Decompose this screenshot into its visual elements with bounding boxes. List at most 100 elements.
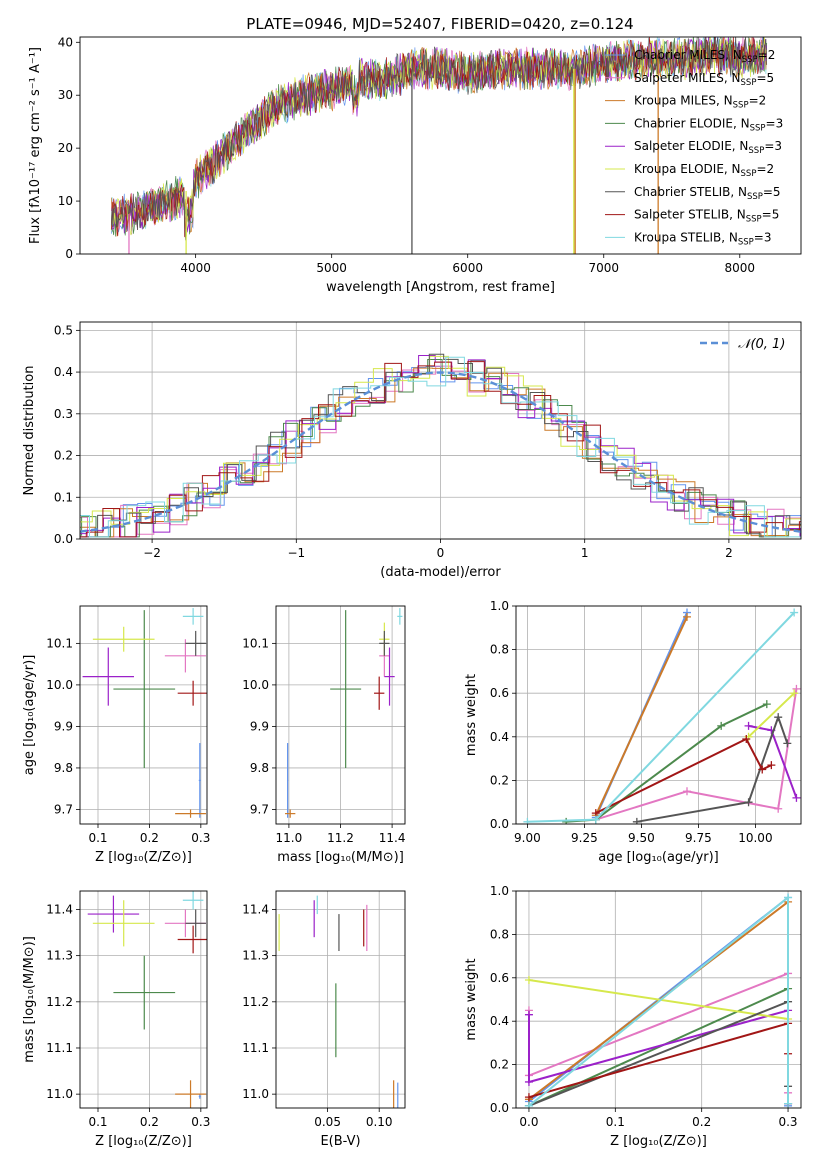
y-tick-label: 11.3 xyxy=(46,949,73,963)
figure-title: PLATE=0946, MJD=52407, FIBERID=0420, z=0… xyxy=(246,15,633,33)
y-tick-label: 11.3 xyxy=(242,949,269,963)
x-axis-label: wavelength [Angstrom, rest frame] xyxy=(326,280,555,295)
x-tick-label: 0.0 xyxy=(519,1115,538,1129)
y-tick-label: 9.9 xyxy=(250,719,269,733)
legend-entry-0: Chabrier MILES, NSSP=2 xyxy=(634,48,775,65)
y-tick-label: 0 xyxy=(65,247,73,261)
x-tick-label: −2 xyxy=(143,546,161,560)
weight-line-2 xyxy=(594,616,688,816)
weight-line-1 xyxy=(595,688,798,821)
legend-entry-sub: SSP xyxy=(746,215,762,225)
axes-frame xyxy=(275,605,406,825)
legend-entry-tail: =5 xyxy=(762,208,780,222)
x-axis-label: (data-model)/error xyxy=(380,565,501,580)
legend-entry-main: Salpeter MILES, N xyxy=(634,71,741,85)
legend-entry-6: Chabrier STELIB, NSSP=5 xyxy=(634,185,781,202)
legend-entry-sub: SSP xyxy=(750,123,766,133)
residual-histogram-1 xyxy=(80,365,801,538)
x-tick-label: 0 xyxy=(437,546,445,560)
y-tick-label: 0.2 xyxy=(490,773,509,787)
x-tick-label: 0.2 xyxy=(140,1115,159,1129)
x-axis-label: age [log₁₀(age/yr)] xyxy=(598,850,719,865)
weight-marker xyxy=(762,700,771,709)
y-tick-label: 11.2 xyxy=(242,995,269,1009)
residual-histogram-6 xyxy=(80,353,801,538)
weight-marker xyxy=(742,734,751,743)
x-tick-label: 0.10 xyxy=(366,1115,393,1129)
weight-marker xyxy=(784,893,793,902)
x-tick-label: 0.3 xyxy=(191,831,210,845)
y-tick-label: 11.2 xyxy=(46,995,73,1009)
weight-marker xyxy=(774,713,783,722)
weight-marker xyxy=(792,684,801,693)
y-tick-label: 20 xyxy=(58,141,73,155)
weight-line-7 xyxy=(595,737,772,814)
x-tick-label: 9.00 xyxy=(514,831,541,845)
residual-histogram-7 xyxy=(80,361,801,538)
y-tick-label: 0.0 xyxy=(54,532,73,546)
x-tick-label: 4000 xyxy=(180,261,211,275)
weight-marker xyxy=(792,793,801,802)
residual-histogram-8 xyxy=(80,356,801,538)
y-tick-label: 10.1 xyxy=(242,636,269,650)
panel-mass-vs-ebv: 0.05 0.10 11.0 11.1 11.2 11.3 11.4 E(B-V) xyxy=(242,890,406,1149)
axes-frame xyxy=(515,890,802,1109)
residual-histogram-0 xyxy=(80,366,801,538)
legend-entry-sub: SSP xyxy=(738,237,754,247)
legend-entry-7: Salpeter STELIB, NSSP=5 xyxy=(634,208,779,225)
x-tick-label: 8000 xyxy=(725,261,756,275)
x-tick-label: 5000 xyxy=(316,261,347,275)
weight-marker xyxy=(783,739,792,748)
legend-entry-main: Kroupa ELODIE, N xyxy=(634,162,741,176)
y-axis-label: Normed distribution xyxy=(22,366,37,496)
residual-histogram-2 xyxy=(80,367,801,538)
legend-entry-main: Salpeter STELIB, N xyxy=(634,208,746,222)
axes-frame xyxy=(79,605,208,825)
panel-age-vs-Z: 0.1 0.2 0.3 9.7 9.8 9.9 10.0 10.1 Z [log₁₀(Z/Z⊙)… xyxy=(22,605,210,865)
panel-weight-vs-Z: 0.0 0.1 0.2 0.3 0.0 0.2 0.4 0.6 0.8 1.0 Z [log₁₀(Z… xyxy=(464,884,802,1149)
weight-marker xyxy=(683,787,691,796)
y-tick-label: 40 xyxy=(58,35,73,49)
legend-entry-1: Salpeter MILES, NSSP=5 xyxy=(634,71,774,88)
weight-line-5 xyxy=(747,692,795,738)
legend-entry-main: Chabrier ELODIE, N xyxy=(634,116,750,130)
y-tick-label: 0.2 xyxy=(490,1058,509,1072)
legend-entry-tail: =3 xyxy=(766,116,784,130)
x-tick-label: 11.0 xyxy=(276,831,303,845)
axes-frame xyxy=(79,321,802,540)
panel-residuals: −2 −1 0 1 2 0.0 0.1 0.2 0.3 0.4 0.5 (data-model)/er… xyxy=(22,321,802,580)
legend-entry-8: Kroupa STELIB, NSSP=3 xyxy=(634,230,772,247)
axes-frame xyxy=(515,605,802,825)
y-tick-label: 0.8 xyxy=(490,643,509,657)
x-axis-label: Z [log₁₀(Z/Z⊙)] xyxy=(95,850,192,865)
weight-marker xyxy=(758,765,767,774)
y-tick-label: 9.7 xyxy=(250,802,269,816)
legend-entry-tail: =3 xyxy=(754,230,772,244)
y-tick-label: 11.4 xyxy=(242,902,269,916)
x-tick-label: 11.2 xyxy=(327,831,354,845)
spectrum-line-6 xyxy=(110,37,768,241)
x-axis-label: mass [log₁₀(M/M⊙)] xyxy=(277,850,404,865)
weight-marker xyxy=(562,817,571,824)
y-tick-label: 10.0 xyxy=(242,678,269,692)
panel-age-vs-mass: 11.0 11.2 11.4 9.7 9.8 9.9 10.0 10.1 mass [log₁₀… xyxy=(242,605,406,865)
legend-entry-sub: SSP xyxy=(741,169,757,179)
y-tick-label: 0.6 xyxy=(490,971,509,985)
weight-marker xyxy=(524,1101,533,1108)
weight-marker xyxy=(591,815,600,824)
plot-area-mass-vs-Z xyxy=(87,891,207,1108)
weight-line-6 xyxy=(528,1000,789,1107)
x-tick-label: 2 xyxy=(725,546,733,560)
weight-marker xyxy=(790,689,799,698)
y-axis-label: age [log₁₀(age/yr)] xyxy=(22,655,37,776)
weight-marker xyxy=(683,612,691,621)
y-tick-label: 11.1 xyxy=(46,1041,73,1055)
weight-marker xyxy=(523,817,532,824)
y-tick-label: 0.1 xyxy=(54,490,73,504)
legend-entry-sub: SSP xyxy=(742,55,758,65)
weight-marker xyxy=(717,721,726,730)
y-tick-label: 11.1 xyxy=(242,1041,269,1055)
x-tick-label: 0.1 xyxy=(606,1115,625,1129)
y-tick-label: 10.1 xyxy=(46,636,73,650)
